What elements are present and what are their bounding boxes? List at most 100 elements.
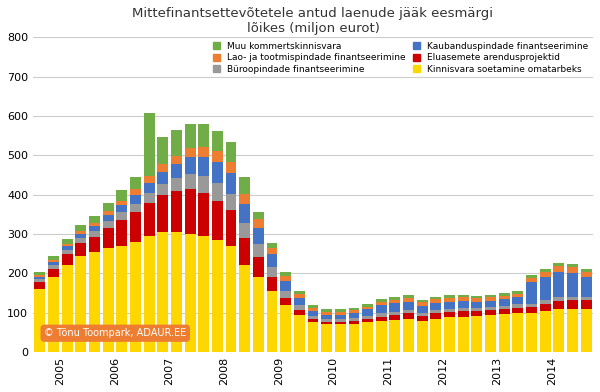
Bar <box>143 236 155 352</box>
Bar <box>308 311 319 316</box>
Bar <box>581 300 592 309</box>
Bar <box>171 232 182 352</box>
Bar <box>198 147 209 157</box>
Bar <box>75 234 86 238</box>
Bar <box>430 296 442 299</box>
Bar <box>581 309 592 352</box>
Bar <box>335 322 346 325</box>
Bar <box>226 142 236 162</box>
Bar <box>212 151 223 163</box>
Bar <box>526 278 537 282</box>
Bar <box>553 263 565 266</box>
Bar <box>485 301 496 307</box>
Bar <box>458 297 469 301</box>
Bar <box>116 220 127 246</box>
Bar <box>472 311 482 316</box>
Bar <box>321 315 332 319</box>
Bar <box>34 282 45 289</box>
Bar <box>362 316 373 319</box>
Bar <box>444 312 455 318</box>
Bar <box>308 305 319 308</box>
Bar <box>472 302 482 308</box>
Bar <box>335 309 346 312</box>
Bar <box>89 223 100 226</box>
Bar <box>89 231 100 237</box>
Bar <box>308 316 319 319</box>
Bar <box>171 156 182 165</box>
Bar <box>512 313 523 352</box>
Bar <box>458 294 469 297</box>
Bar <box>472 298 482 302</box>
Bar <box>294 305 305 310</box>
Bar <box>266 277 277 291</box>
Bar <box>116 191 127 201</box>
Bar <box>403 314 414 319</box>
Bar <box>417 313 428 316</box>
Bar <box>499 293 510 296</box>
Bar <box>130 189 141 195</box>
Bar <box>430 299 442 303</box>
Bar <box>553 297 565 301</box>
Bar <box>171 191 182 232</box>
Bar <box>280 276 291 281</box>
Bar <box>62 239 73 244</box>
Bar <box>143 193 155 203</box>
Bar <box>253 228 264 244</box>
Bar <box>253 219 264 228</box>
Bar <box>499 296 510 299</box>
Bar <box>526 282 537 303</box>
Bar <box>75 256 86 352</box>
Bar <box>130 242 141 352</box>
Bar <box>185 234 196 352</box>
Bar <box>499 309 510 314</box>
Bar <box>48 260 59 262</box>
Bar <box>526 313 537 352</box>
Bar <box>376 299 387 301</box>
Bar <box>157 195 168 232</box>
Bar <box>266 267 277 277</box>
Bar <box>294 298 305 305</box>
Bar <box>48 265 59 269</box>
Bar <box>103 211 113 215</box>
Bar <box>376 301 387 305</box>
Bar <box>48 269 59 277</box>
Bar <box>444 309 455 312</box>
Bar <box>485 294 496 297</box>
Bar <box>581 277 592 296</box>
Bar <box>89 226 100 231</box>
Bar <box>321 312 332 315</box>
Bar <box>485 310 496 315</box>
Bar <box>349 321 359 324</box>
Bar <box>103 221 113 228</box>
Bar <box>499 305 510 309</box>
Bar <box>34 277 45 279</box>
Bar <box>212 131 223 151</box>
Bar <box>567 309 578 352</box>
Bar <box>389 303 400 312</box>
Bar <box>157 184 168 195</box>
Bar <box>321 325 332 352</box>
Bar <box>417 316 428 321</box>
Bar <box>335 319 346 322</box>
Bar <box>294 310 305 315</box>
Bar <box>239 194 250 204</box>
Bar <box>362 304 373 307</box>
Bar <box>103 203 113 211</box>
Bar <box>417 302 428 306</box>
Bar <box>458 301 469 309</box>
Bar <box>116 201 127 205</box>
Bar <box>34 289 45 352</box>
Bar <box>212 201 223 240</box>
Bar <box>485 297 496 301</box>
Bar <box>376 317 387 321</box>
Bar <box>430 319 442 352</box>
Bar <box>567 264 578 267</box>
Bar <box>349 318 359 321</box>
Bar <box>553 272 565 297</box>
Bar <box>444 318 455 352</box>
Bar <box>321 319 332 322</box>
Bar <box>239 177 250 194</box>
Bar <box>130 178 141 189</box>
Bar <box>512 294 523 297</box>
Bar <box>553 310 565 352</box>
